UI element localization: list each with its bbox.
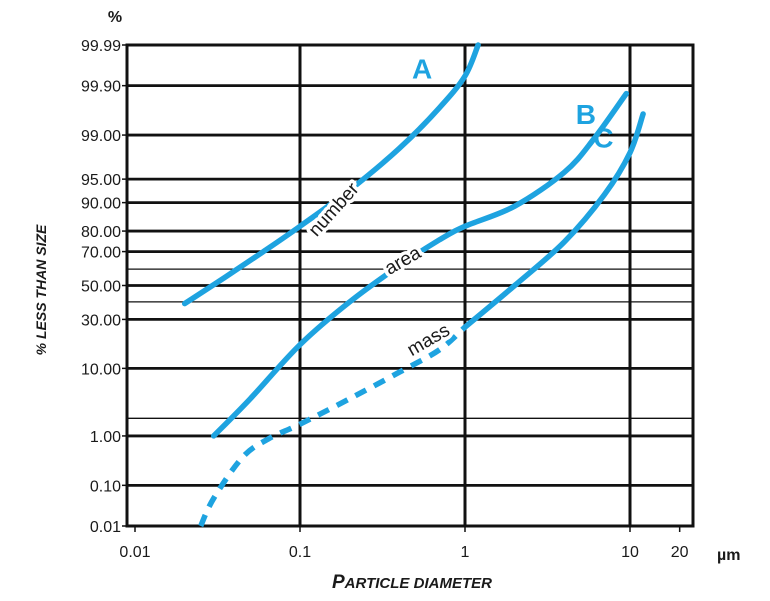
x-tick-label: 10 <box>621 544 639 561</box>
series-A-letter: A <box>412 54 432 85</box>
y-tick-label: 30.00 <box>81 312 121 329</box>
x-unit-label: µm <box>717 547 740 564</box>
y-tick-label: 0.10 <box>90 478 121 495</box>
y-tick-label: 0.01 <box>90 519 121 536</box>
series-B-letter: B <box>576 99 596 130</box>
series-C-label: mass <box>404 320 454 361</box>
y-tick-label: 99.90 <box>81 79 121 96</box>
y-unit-label: % <box>108 9 122 26</box>
series-B-line <box>210 90 630 439</box>
y-tick-label: 70.00 <box>81 245 121 262</box>
x-tick-label: 1 <box>461 544 470 561</box>
y-tick-label: 80.00 <box>81 224 121 241</box>
y-axis-title: % LESS THAN SIZE <box>33 224 49 355</box>
y-tick-label: 99.99 <box>81 38 121 55</box>
x-tick-label: 0.01 <box>119 544 150 561</box>
y-tick-label: 99.00 <box>81 128 121 145</box>
x-axis-title: PARTICLE DIAMETER <box>332 572 492 593</box>
x-tick-labels: 0.01 0.1 1 10 20 <box>119 544 688 561</box>
y-tick-label: 95.00 <box>81 172 121 189</box>
x-tick-label: 20 <box>671 544 689 561</box>
x-tick-label: 0.1 <box>289 544 311 561</box>
series-A-line <box>181 42 481 307</box>
y-tick-labels: 0.01 0.10 1.00 10.00 30.00 50.00 70.00 80.00 90.… <box>81 38 121 536</box>
series-C-dashed <box>198 325 467 528</box>
y-tick-label: 50.00 <box>81 279 121 296</box>
y-tick-label: 10.00 <box>81 361 121 378</box>
y-tick-label: 1.00 <box>90 429 121 446</box>
series-layer <box>181 42 646 528</box>
series-C-line <box>462 111 646 330</box>
y-tick-label: 90.00 <box>81 196 121 213</box>
series-C-letter: C <box>593 122 613 153</box>
plot-frame <box>122 43 695 532</box>
series-B-label: area <box>381 242 425 279</box>
